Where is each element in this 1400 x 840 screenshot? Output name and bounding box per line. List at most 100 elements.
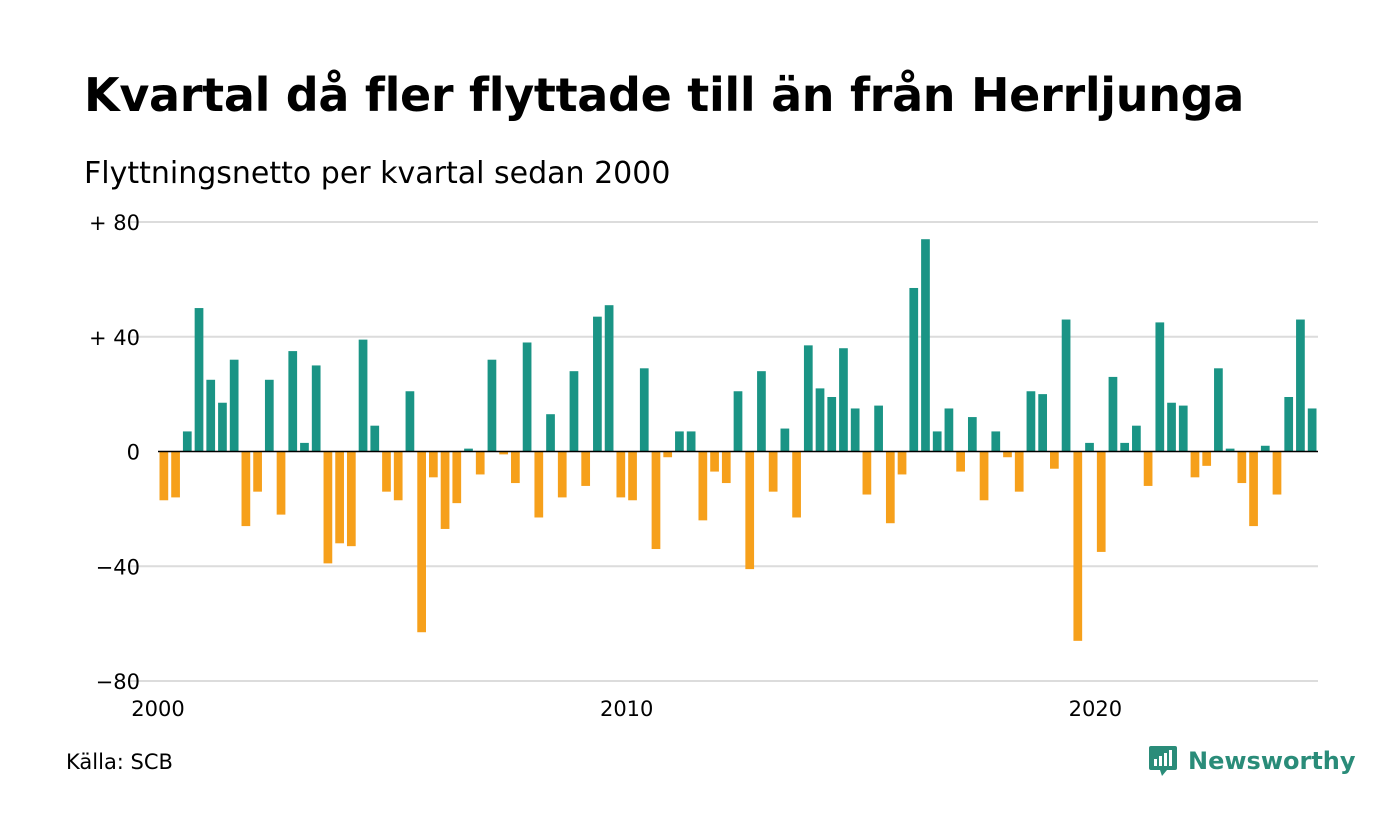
bar-negative [475, 451, 485, 475]
y-tick-label: + 80 [89, 211, 140, 235]
bar-negative [276, 451, 286, 515]
bar-negative [897, 451, 907, 475]
bar-negative [616, 451, 626, 498]
y-tick-label: −80 [96, 670, 140, 694]
bar-positive [921, 239, 930, 452]
bar-positive [733, 391, 743, 452]
bar-positive [593, 316, 602, 452]
bar-positive [909, 287, 919, 452]
bar-positive [405, 391, 415, 452]
bar-positive [1038, 394, 1048, 452]
bar-negative [862, 451, 872, 495]
bar-positive [1260, 445, 1270, 452]
bar-positive [546, 414, 555, 452]
brand-name: Newsworthy [1188, 747, 1356, 775]
bar-positive [932, 431, 942, 452]
bar-positive [1108, 376, 1118, 452]
bar-positive [1085, 442, 1094, 452]
bar-positive [370, 425, 380, 452]
bar-negative [440, 451, 450, 529]
bar-negative [253, 451, 262, 492]
x-tick-label: 2010 [600, 697, 653, 721]
bar-negative [663, 451, 673, 458]
bar-positive [194, 308, 204, 452]
bar-negative [382, 451, 391, 492]
bar-negative [1050, 451, 1059, 469]
bar-positive [1225, 448, 1235, 452]
bar-positive [569, 371, 579, 452]
bar-negative [534, 451, 544, 518]
bar-positive [815, 388, 825, 452]
bar-negative [1272, 451, 1282, 495]
bar-positive [1120, 442, 1130, 452]
bar-positive [1284, 396, 1294, 452]
bar-negative [241, 451, 251, 527]
bar-negative [393, 451, 403, 501]
bar-negative [346, 451, 356, 547]
chart-title: Kvartal då fler flyttade till än från He… [84, 68, 1245, 122]
bar-positive [1296, 319, 1305, 452]
bar-positive [311, 365, 321, 452]
bar-positive [874, 405, 883, 452]
bar-positive [604, 305, 614, 452]
bar-negative [1073, 451, 1083, 641]
bar-positive [288, 351, 298, 452]
bar-positive [780, 428, 790, 452]
bar-negative [1096, 451, 1106, 552]
bar-negative [628, 451, 637, 501]
bar-positive [1155, 322, 1165, 452]
bar-positive [850, 408, 860, 452]
bar-positive [358, 339, 368, 452]
bar-positive [206, 379, 216, 452]
bar-negative [335, 451, 344, 544]
brand-logo[interactable]: Newsworthy [1148, 744, 1356, 778]
bar-positive [686, 431, 696, 452]
bar-negative [511, 451, 520, 484]
bar-negative [698, 451, 708, 521]
bar-negative [499, 451, 509, 455]
bar-positive [300, 442, 309, 452]
bar-negative [792, 451, 801, 518]
bar-positive [839, 348, 848, 452]
bar-positive [675, 431, 684, 452]
y-tick-label: + 40 [89, 326, 140, 350]
x-tick-label: 2020 [1069, 697, 1122, 721]
newsworthy-logo-icon [1149, 746, 1177, 776]
bar-negative [1237, 451, 1247, 484]
bar-positive [991, 431, 1001, 452]
bar-negative [885, 451, 895, 524]
bar-positive [1132, 425, 1141, 452]
bars [159, 239, 1317, 641]
bar-positive [1178, 405, 1188, 452]
bar-negative [417, 451, 426, 633]
bar-positive [1307, 408, 1317, 452]
bar-negative [768, 451, 778, 492]
bar-negative [1014, 451, 1024, 492]
bar-positive [182, 431, 192, 452]
bar-positive [264, 379, 274, 452]
bar-positive [967, 417, 977, 452]
bar-positive [1026, 391, 1036, 452]
axes: + 80 + 40 0 −40 −80 2000 2010 2020 [89, 211, 1318, 721]
bar-positive [803, 345, 813, 452]
source-label: Källa: SCB [66, 750, 173, 774]
bar-positive [757, 371, 766, 452]
bar-negative [710, 451, 719, 472]
bar-negative [428, 451, 438, 478]
bar-positive [827, 396, 837, 452]
bar-positive [944, 408, 954, 452]
y-tick-label: −40 [96, 555, 140, 579]
bar-negative [1249, 451, 1258, 527]
bar-negative [1003, 451, 1012, 458]
grid-lines [128, 221, 1318, 682]
bar-negative [581, 451, 591, 486]
bar-positive [464, 448, 473, 452]
bar-negative [979, 451, 989, 501]
x-tick-label: 2000 [131, 697, 184, 721]
bar-positive [1214, 368, 1223, 452]
bar-negative [171, 451, 180, 498]
bar-negative [1143, 451, 1153, 486]
y-tick-label: 0 [127, 441, 140, 465]
bar-positive [1167, 402, 1176, 452]
